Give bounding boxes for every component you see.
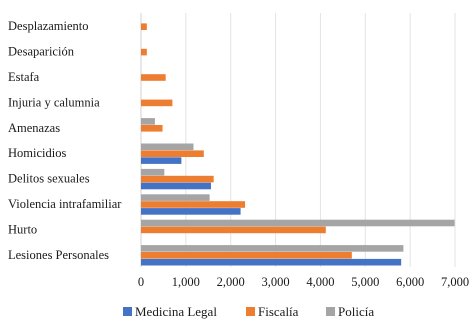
legend: Medicina Legal Fiscalía Policía [123, 304, 374, 319]
legend-swatch-policia [326, 307, 335, 316]
x-tick-label: 4,000 [306, 275, 334, 289]
legend-label-fiscalia: Fiscalía [258, 304, 299, 319]
bar-policia-delitos-sexuales [141, 168, 165, 176]
bar-medicina-legal-violencia-intrafamiliar [141, 208, 241, 215]
category-label-amenazas: Amenazas [8, 121, 60, 135]
x-tick-label: 6,000 [396, 275, 424, 289]
category-label-lesiones-personales: Lesiones Personales [8, 248, 109, 262]
bar-fiscalia-injuria-y-calumnia [141, 99, 173, 107]
bar-policia-homicidios [141, 143, 194, 151]
bars [141, 23, 455, 266]
bar-policia-hurto [141, 219, 455, 227]
bar-medicina-legal-delitos-sexuales [141, 182, 211, 190]
bar-medicina-legal-homicidios [141, 157, 182, 164]
bar-fiscalia-hurto [141, 226, 326, 234]
category-label-estafa: Estafa [8, 70, 40, 84]
category-labels: Lesiones Personales Hurto Violencia intraf… [8, 19, 122, 262]
bar-fiscalia-delitos-sexuales [141, 175, 214, 183]
bar-fiscalia-desplazamiento [141, 23, 147, 30]
x-tick-label: 0 [138, 275, 144, 289]
x-tick-label: 5,000 [351, 275, 379, 289]
legend-label-medicina-legal: Medicina Legal [135, 304, 217, 319]
bar-fiscalia-desaparicion [141, 48, 147, 56]
x-tick-label: 7,000 [441, 275, 469, 289]
category-label-desaparicion: Desaparición [8, 45, 75, 59]
category-label-delitos-sexuales: Delitos sexuales [8, 172, 90, 186]
category-label-homicidios: Homicidios [8, 146, 66, 160]
category-label-violencia-intrafamiliar: Violencia intrafamiliar [8, 197, 122, 211]
legend-swatch-medicina-legal [123, 307, 132, 316]
category-label-desplazamiento: Desplazamiento [8, 19, 89, 33]
x-tick-label: 3,000 [262, 275, 290, 289]
bar-fiscalia-homicidios [141, 150, 204, 157]
x-tick-labels: 0 1,000 2,000 3,000 4,000 5,000 6,000 7,000 [138, 275, 469, 289]
bar-policia-amenazas [141, 118, 155, 125]
gridlines [140, 13, 456, 267]
category-label-injuria-y-calumnia: Injuria y calumnia [8, 95, 100, 109]
bar-policia-violencia-intrafamiliar [141, 194, 210, 201]
x-tick-label: 1,000 [172, 275, 200, 289]
x-tick-label: 2,000 [217, 275, 245, 289]
legend-label-policia: Policía [338, 304, 374, 319]
legend-swatch-fiscalia [246, 307, 255, 316]
bar-medicina-legal-lesiones-personales [141, 258, 402, 266]
bar-fiscalia-estafa [141, 74, 166, 81]
bar-fiscalia-amenazas [141, 125, 163, 132]
category-label-hurto: Hurto [8, 222, 37, 236]
bar-fiscalia-violencia-intrafamiliar [141, 201, 246, 208]
bar-policia-lesiones-personales [141, 245, 404, 252]
bar-fiscalia-lesiones-personales [141, 252, 352, 259]
